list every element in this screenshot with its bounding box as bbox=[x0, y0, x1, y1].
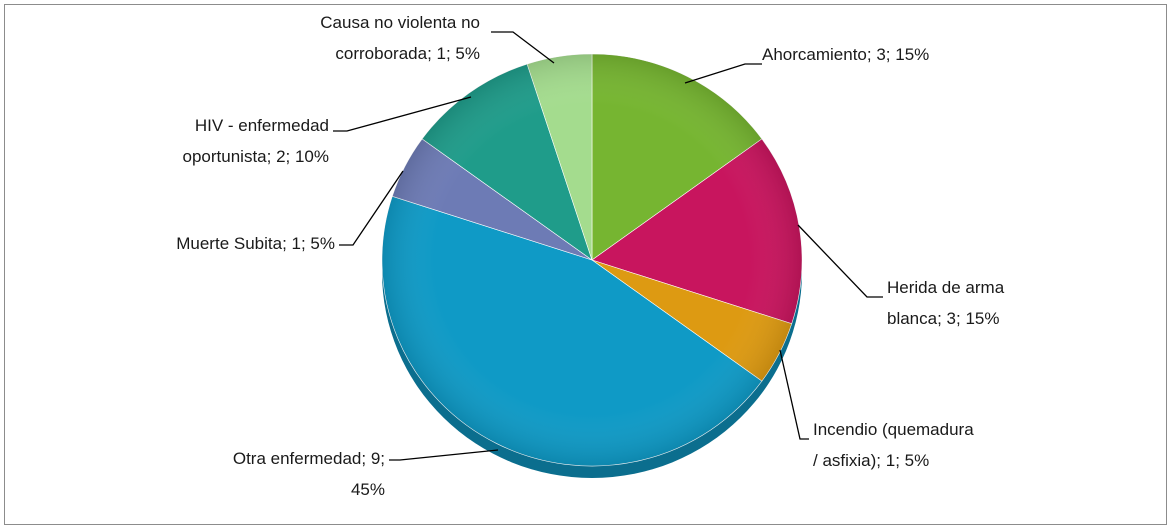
slice-label-7: Causa no violenta no corroborada; 1; 5% bbox=[320, 13, 480, 63]
pie-chart: Ahorcamiento; 3; 15% Herida de arma blanca… bbox=[176, 13, 1005, 499]
slice-label-6: HIV - enfermedad oportunista; 2; 10% bbox=[183, 116, 329, 166]
leader-line-2 bbox=[797, 224, 883, 298]
slice-label-3: Incendio (quemadura / asfixia); 1; 5% bbox=[813, 420, 974, 470]
leader-line-3 bbox=[779, 349, 809, 440]
slice-label-2: Herida de arma blanca; 3; 15% bbox=[887, 278, 1005, 328]
leader-line-5 bbox=[339, 170, 404, 246]
leader-line-7 bbox=[491, 31, 555, 64]
leader-line-4 bbox=[389, 449, 499, 461]
leader-line-6 bbox=[333, 96, 472, 132]
chart-area: Ahorcamiento; 3; 15% Herida de arma blanca… bbox=[4, 4, 1167, 525]
slice-label-1: Ahorcamiento; 3; 15% bbox=[762, 45, 929, 64]
slice-label-5: Muerte Subita; 1; 5% bbox=[176, 234, 335, 253]
leader-line-1 bbox=[684, 63, 762, 84]
slice-label-4: Otra enfermedad; 9; 45% bbox=[233, 449, 385, 499]
